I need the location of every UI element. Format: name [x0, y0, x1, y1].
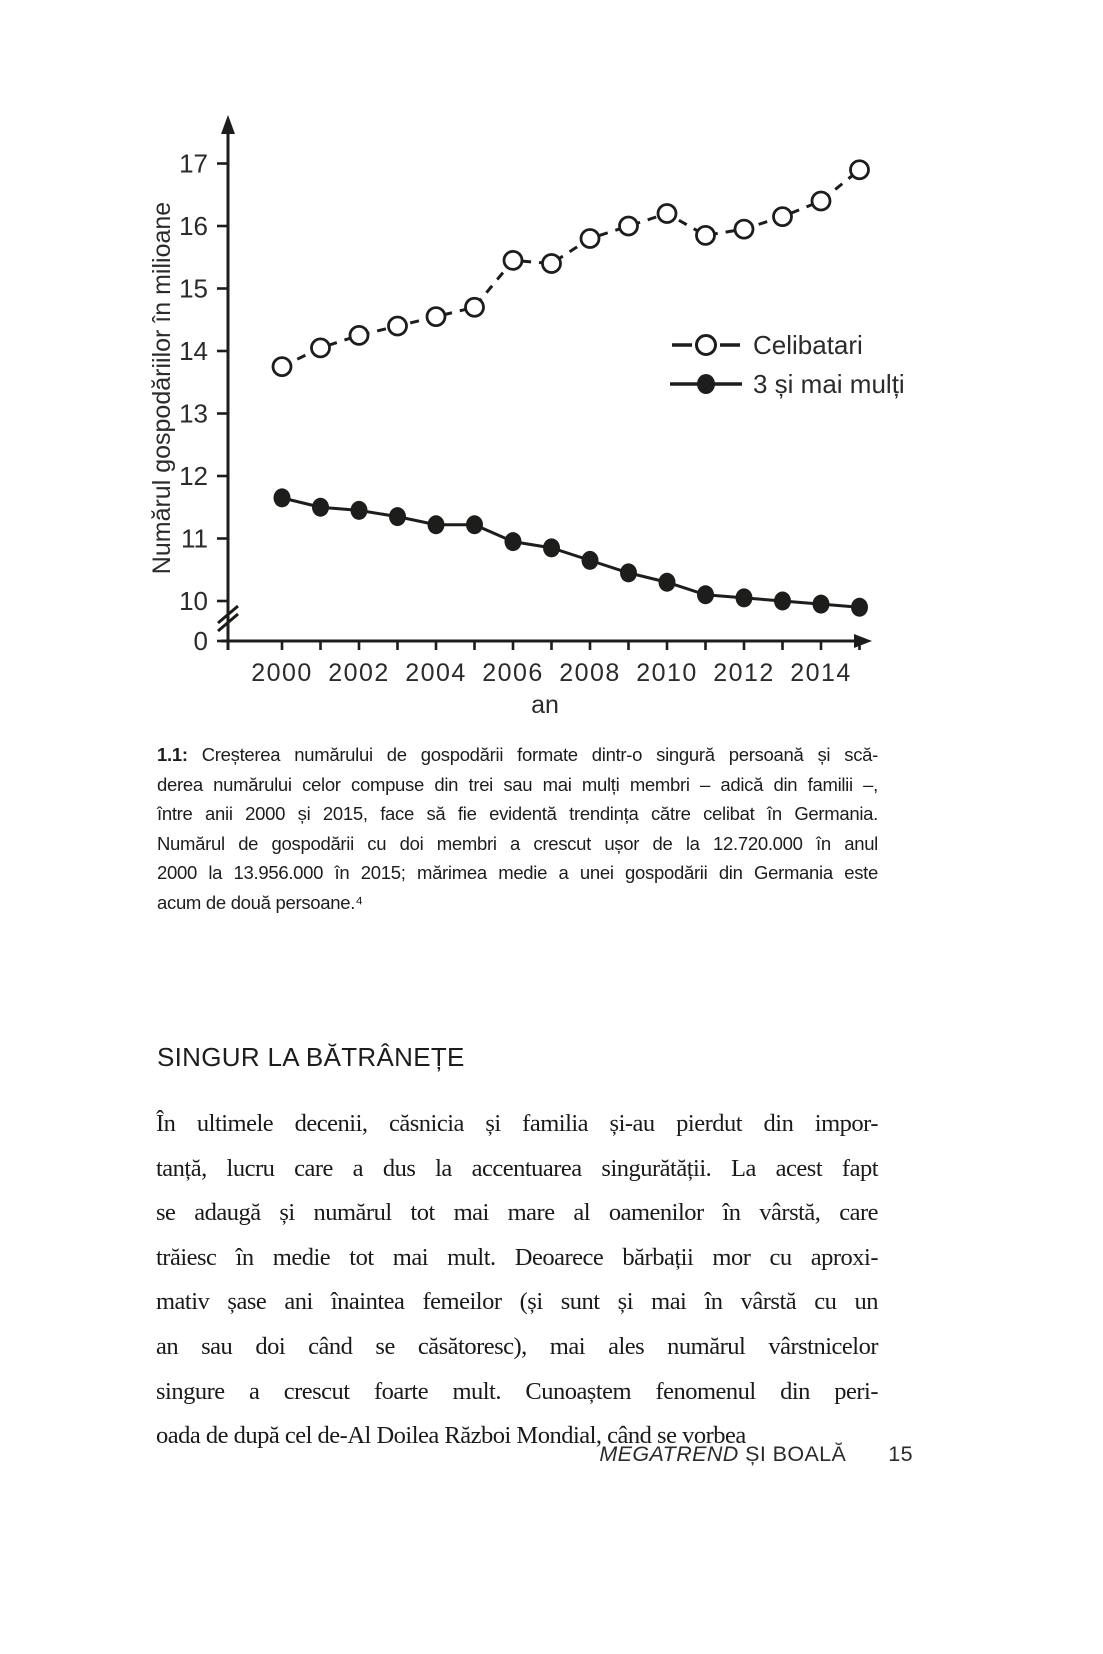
data-point: [735, 588, 753, 608]
data-point: [658, 572, 676, 592]
running-title: MEGATREND ȘI BOALĂ: [599, 1442, 846, 1467]
body-line: se adaugă și numărul tot mai mare al oam…: [156, 1199, 879, 1227]
data-point: [810, 190, 832, 212]
data-point: [427, 515, 445, 535]
y-tick-label: 17: [179, 149, 208, 179]
y-axis-title: Numărul gospodăriilor în milioane: [148, 202, 176, 574]
legend-label: Celibatari: [753, 330, 863, 360]
x-axis-tick-labels: 2000 2002 2004 2006 2008 2010 2012 2014: [251, 659, 852, 687]
y-tick-label: 15: [179, 274, 208, 304]
body-paragraph: În ultimele decenii, căsnicia și familia…: [156, 1102, 879, 1459]
x-tick-label: 2012: [713, 659, 775, 687]
data-point: [387, 315, 408, 337]
data-point: [310, 337, 331, 359]
x-tick-label: 2014: [790, 659, 852, 687]
x-tick-label: 2000: [251, 659, 313, 687]
data-point: [812, 594, 830, 614]
series-3-si-mai-multi: [273, 488, 868, 617]
data-point: [618, 215, 639, 237]
y-tick-label: 13: [179, 399, 208, 429]
data-point: [348, 324, 370, 346]
legend-marker-filled-circle-icon: [697, 374, 715, 394]
data-point: [389, 507, 406, 527]
page-footer: MEGATREND ȘI BOALĂ 15: [157, 1442, 913, 1467]
page-number: 15: [888, 1442, 913, 1466]
legend: Celibatari 3 și mai mulți: [670, 330, 905, 399]
y-tick-label: 16: [179, 211, 208, 241]
data-point: [543, 538, 560, 558]
data-point: [774, 591, 791, 611]
data-point: [273, 488, 291, 508]
body-line: an sau doi când se căsătoresc), mai ales…: [156, 1332, 879, 1360]
data-point: [579, 228, 601, 249]
y-tick-label: 12: [179, 461, 208, 491]
series-celibatari: [271, 159, 870, 378]
running-title-italic: MEGATREND: [599, 1442, 739, 1466]
y-tick-label: 14: [179, 336, 208, 366]
data-point: [271, 356, 293, 378]
body-line: trăiesc în medie tot mai mult. Deoarece …: [156, 1243, 879, 1271]
data-point: [772, 206, 793, 228]
data-point: [851, 597, 868, 617]
legend-marker-open-circle-icon: [695, 334, 717, 356]
legend-label: 3 și mai mulți: [753, 369, 905, 399]
caption-number: 1.1:: [157, 744, 188, 765]
caption-line: între anii 2000 și 2015, face să fie evi…: [157, 803, 878, 824]
x-tick-label: 2006: [482, 659, 544, 687]
axes: [221, 132, 858, 650]
data-point: [312, 497, 329, 517]
data-point: [466, 515, 483, 535]
axis-break-icon: [217, 604, 239, 633]
caption-line: Numărul de gospodării cu doi membri a cr…: [157, 832, 878, 854]
body-line: tanță, lucru care a dus la accentuarea s…: [156, 1154, 879, 1182]
caption-line: 2000 la 13.956.000 în 2015; mărimea medi…: [157, 862, 878, 883]
data-point: [849, 159, 870, 181]
caption-text: Creșterea numărului de gospodării format…: [201, 744, 879, 765]
data-point: [656, 203, 678, 224]
x-axis-title: an: [531, 691, 559, 719]
figure-caption: 1.1: Creșterea numărului de gospodării f…: [157, 740, 878, 917]
data-point: [620, 563, 637, 583]
data-point: [350, 500, 368, 520]
households-line-chart: 0 10 11 12 13 14 15 16 17 2000 2002 2004 2006 2008 201…: [148, 115, 905, 719]
data-point: [581, 550, 599, 570]
running-title-rest: ȘI BOALĂ: [738, 1442, 847, 1466]
x-axis-ticks: [280, 641, 861, 650]
data-point: [425, 306, 447, 328]
x-tick-label: 2008: [559, 659, 621, 687]
y-tick-label: 10: [179, 586, 208, 616]
body-line: singure a crescut foarte mult. Cunoaștem…: [156, 1377, 879, 1405]
x-tick-label: 2010: [636, 659, 698, 687]
data-point: [464, 296, 485, 318]
y-axis-ticks: [217, 162, 228, 643]
x-tick-label: 2004: [405, 659, 467, 687]
data-point: [504, 532, 522, 552]
y-tick-label: 0: [194, 626, 208, 656]
y-tick-label: 11: [181, 524, 208, 554]
data-point: [541, 253, 562, 274]
caption-line: 1.1: Creșterea numărului de gospodării f…: [157, 740, 878, 770]
data-point: [695, 224, 716, 246]
body-line: oada de după cel de-Al Doilea Război Mon…: [156, 1422, 746, 1450]
data-point: [502, 249, 524, 271]
caption-line: derea numărului celor compuse din trei s…: [157, 773, 878, 795]
body-line: În ultimele decenii, căsnicia și familia…: [156, 1110, 879, 1137]
data-point: [733, 218, 755, 240]
data-point: [697, 585, 714, 605]
section-heading: SINGUR LA BĂTRÂNEȚE: [157, 1042, 465, 1072]
y-axis-tick-labels: 0 10 11 12 13 14 15 16 17: [179, 149, 208, 657]
body-line: mativ șase ani înaintea femeilor (și sun…: [156, 1288, 879, 1316]
x-tick-label: 2002: [328, 659, 390, 687]
caption-line: acum de două persoane.⁴: [157, 891, 363, 913]
